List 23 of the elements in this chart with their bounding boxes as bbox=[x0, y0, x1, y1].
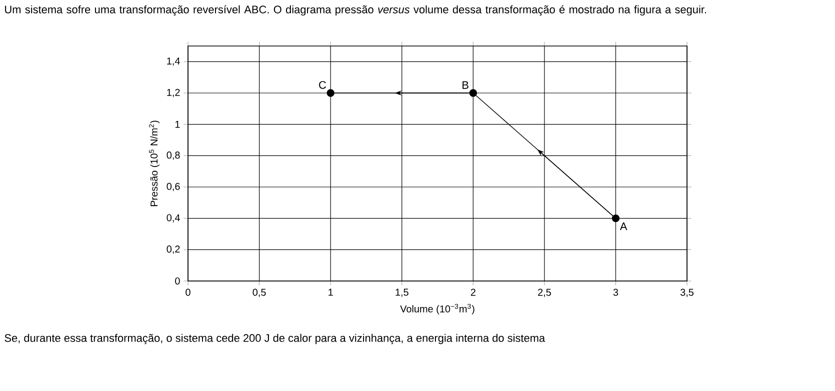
x-tick-label: 0,5 bbox=[252, 288, 266, 298]
y-tick-label: 0,6 bbox=[166, 182, 180, 192]
x-tick-label: 1 bbox=[328, 288, 333, 296]
y-tick-label: 1,2 bbox=[167, 88, 180, 98]
x-tick-label: 0 bbox=[186, 288, 190, 296]
y-tick-label: 0 bbox=[175, 277, 180, 285]
x-axis-title: Volume (10$^{−3}$m$^{3}$) bbox=[400, 304, 474, 314]
x-tick-label: 2,5 bbox=[538, 288, 551, 298]
annotation: A bbox=[620, 222, 628, 230]
annotation: B bbox=[462, 81, 468, 89]
y-tick-label: 1,4 bbox=[167, 58, 180, 66]
annotation: C bbox=[319, 81, 326, 89]
text: Se, durante essa transformação, o sistema cede 200 J de calor para a vizinhança, a energia interna do sistema bbox=[4, 334, 546, 344]
y-tick-label: 1 bbox=[175, 120, 180, 128]
y-axis-title: Pressão (10$^{5}$ N/m$^{2}$) bbox=[149, 120, 160, 206]
y-tick-label: 0,4 bbox=[166, 214, 180, 222]
x-tick-label: 1,5 bbox=[396, 288, 408, 297]
x-tick-label: 2 bbox=[470, 288, 476, 296]
chart-title: Um sistema sofre uma transformação reversível ABC. O diagrama pressão versus volume dessa transformação é mostrado na figura a seguir. bbox=[5, 5, 706, 16]
y-tick-label: 0,8 bbox=[166, 152, 180, 160]
y-tick-label: 0,2 bbox=[166, 246, 180, 254]
x-tick-label: 3 bbox=[613, 288, 618, 296]
x-tick-label: 3,5 bbox=[680, 288, 694, 298]
